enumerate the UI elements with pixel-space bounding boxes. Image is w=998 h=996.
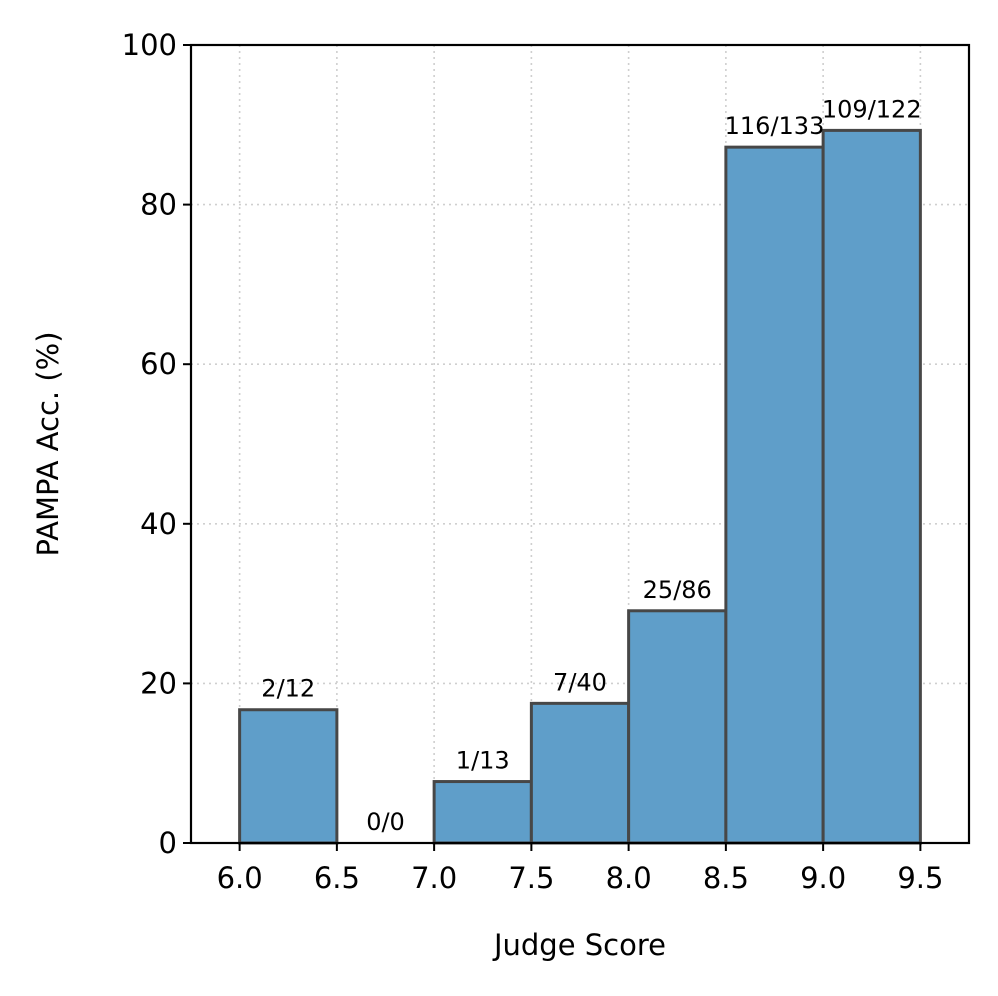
y-tick-label: 60 bbox=[140, 347, 177, 381]
x-tick-label: 6.5 bbox=[314, 861, 360, 895]
x-axis-ticks: 6.0 6.5 7.0 7.5 8.0 8.5 9.0 9.5 bbox=[217, 843, 943, 895]
bar-value-label: 7/40 bbox=[553, 668, 607, 696]
bar bbox=[432, 780, 533, 845]
x-tick-label: 9.0 bbox=[800, 861, 846, 895]
bar-value-label: 109/122 bbox=[822, 95, 922, 123]
bar bbox=[724, 145, 825, 845]
x-tick-label: 7.0 bbox=[411, 861, 457, 895]
bar-value-label: 25/86 bbox=[643, 576, 712, 604]
bar bbox=[529, 701, 631, 845]
x-tick-label: 6.0 bbox=[217, 861, 263, 895]
y-tick-label: 100 bbox=[122, 28, 177, 62]
bar bbox=[627, 609, 728, 845]
x-axis-label: Judge Score bbox=[492, 928, 666, 962]
y-axis-label: PAMPA Acc. (%) bbox=[31, 331, 65, 556]
plot-frame bbox=[189, 43, 971, 845]
x-tick-label: 8.0 bbox=[606, 861, 652, 895]
bar-value-label: 0/0 bbox=[366, 808, 405, 836]
bar bbox=[821, 128, 922, 845]
bar-value-label: 1/13 bbox=[456, 747, 510, 775]
y-axis-ticks: 0 20 40 60 80 100 bbox=[122, 28, 191, 860]
x-tick-label: 9.5 bbox=[897, 861, 943, 895]
bar bbox=[238, 708, 339, 845]
x-tick-label: 8.5 bbox=[703, 861, 749, 895]
bars bbox=[238, 128, 922, 845]
y-tick-label: 20 bbox=[140, 666, 177, 700]
bar-value-label: 116/133 bbox=[725, 112, 825, 140]
y-tick-label: 40 bbox=[140, 507, 177, 541]
x-tick-label: 7.5 bbox=[508, 861, 554, 895]
y-tick-label: 80 bbox=[140, 188, 177, 222]
y-tick-label: 0 bbox=[159, 826, 177, 860]
bar-value-label: 2/12 bbox=[261, 675, 315, 703]
